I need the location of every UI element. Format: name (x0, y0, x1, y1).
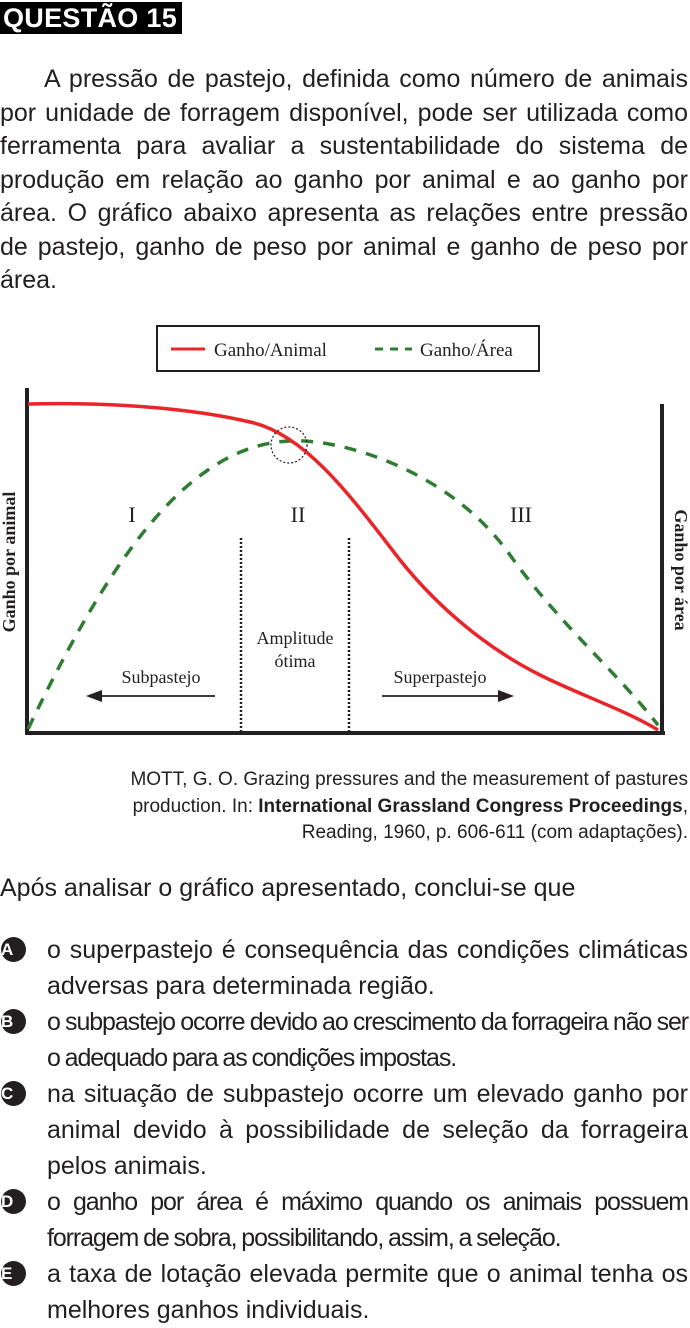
legend-area-label: Ganho/Área (420, 339, 513, 361)
option-b-letter: B (1, 1009, 26, 1034)
question-stem: Após analisar o gráfico apresentado, con… (0, 874, 576, 902)
optimum-intersection-marker (270, 426, 308, 464)
question-number: QUESTÃO 15 (0, 2, 183, 34)
source-proceedings-title: International Grassland Congress Proceed… (258, 795, 683, 817)
optimal-range-label-line1: Amplitude (257, 628, 334, 648)
underGrazing-label: Subpastejo (122, 667, 201, 687)
overGrazing-label: Superpastejo (394, 667, 487, 687)
option-a-text: o superpastejo é consequência das condiç… (47, 936, 688, 1000)
right-y-label: Ganho por área (671, 509, 690, 630)
source-line-3: Reading, 1960, p. 606-611 (com adaptaçõe… (301, 822, 688, 843)
option-c-text: na situação de subpastejo ocorre um elev… (47, 1080, 688, 1180)
intro-paragraph: A pressão de pastejo, definida como núme… (0, 63, 688, 298)
option-b-text: o subpastejo ocorre devido ao cresciment… (47, 1008, 689, 1072)
underGrazing-arrowhead (86, 690, 102, 702)
intro-text: A pressão de pastejo, definida como núme… (0, 65, 688, 294)
legend-animal-label: Ganho/Animal (214, 340, 327, 361)
option-d-text: o ganho por área é máximo quando os anim… (47, 1188, 689, 1252)
overGrazing-arrowhead (498, 690, 514, 702)
region-label-1: I (128, 502, 135, 527)
optimal-range-label-line2: ótima (275, 651, 316, 671)
option-e-letter: E (1, 1261, 26, 1286)
option-e-text: a taxa de lotação elevada permite que o … (47, 1260, 688, 1324)
option-c-letter: C (1, 1081, 26, 1106)
legend-box (156, 325, 540, 372)
left-y-label: Ganho por animal (0, 492, 19, 633)
source-line-2-suffix: , (682, 795, 688, 817)
source-line-1: MOTT, G. O. Grazing pressures and the me… (130, 769, 688, 790)
source-line-2-prefix: production. In: (132, 795, 259, 817)
source-line-2: production. In: International Grassland … (0, 794, 688, 821)
option-a-letter: A (1, 937, 26, 962)
area-gain-curve (26, 439, 660, 730)
grazing-pressure-chart: Ganho/Animal Ganho/Área Ganho por animal… (0, 325, 690, 735)
option-d-letter: D (1, 1189, 26, 1214)
animal-gain-curve (27, 401, 659, 732)
source-citation: MOTT, G. O. Grazing pressures and the me… (0, 767, 688, 847)
region-label-2: II (291, 502, 306, 527)
region-label-3: III (510, 502, 532, 527)
